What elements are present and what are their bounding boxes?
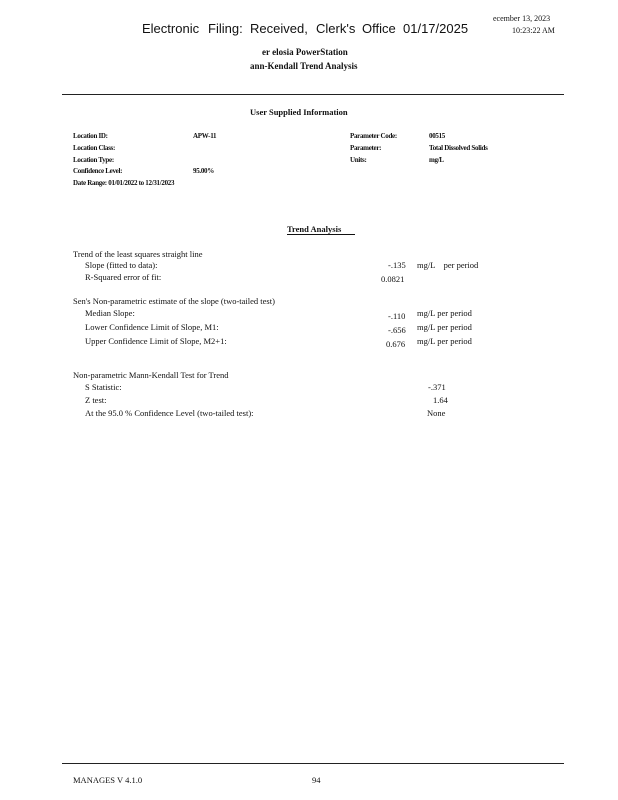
stamp-word: Office: [362, 21, 396, 36]
stamp-word: Clerk's: [316, 21, 356, 36]
stat-label: Z test:: [85, 395, 107, 405]
stat-unit: mg/L per period: [417, 308, 472, 318]
stat-label: Upper Confidence Limit of Slope, M2+1:: [85, 336, 227, 346]
subsection-title: Sen's Non-parametric estimate of the slo…: [73, 296, 275, 306]
report-date: ecember 13, 2023: [493, 14, 551, 23]
section-heading: Trend Analysis: [287, 224, 356, 235]
stat-unit: mg/L per period: [417, 336, 472, 346]
report-title: er elosia PowerStation: [262, 47, 348, 57]
stat-unit: mg/L per period: [417, 322, 472, 332]
page-number: 94: [312, 775, 321, 785]
date-range: Date Range: 01/01/2022 to 12/31/2023: [73, 179, 175, 187]
section-heading: User Supplied Information: [250, 107, 348, 117]
footer-version: MANAGES V 4.1.0: [73, 775, 143, 785]
stat-label: R-Squared error of fit:: [85, 272, 162, 282]
stat-unit: mg/L per period: [417, 260, 479, 270]
divider: [62, 94, 564, 95]
field-label: Location ID:: [73, 132, 108, 140]
stat-value: -.135: [388, 260, 406, 270]
subsection-title: Non-parametric Mann-Kendall Test for Tre…: [73, 370, 229, 380]
report-time: 10:23:22 AM: [512, 26, 555, 35]
field-label: Parameter:: [350, 144, 382, 152]
field-label: Parameter Code:: [350, 132, 397, 140]
field-label: Confidence Level:: [73, 167, 123, 175]
stat-value: 0.676: [386, 339, 406, 349]
field-label: Units:: [350, 156, 367, 164]
stat-value: -.656: [388, 325, 406, 335]
stat-value: 0.0821: [381, 274, 405, 284]
stat-label: Slope (fitted to data):: [85, 260, 158, 270]
stat-value: 1.64: [433, 395, 448, 405]
stat-value: -.110: [388, 311, 406, 321]
stat-label: At the 95.0 % Confidence Level (two-tail…: [85, 408, 254, 418]
report-subtitle: ann-Kendall Trend Analysis: [250, 61, 358, 71]
stamp-word: Received,: [250, 21, 308, 36]
stat-value: None: [427, 408, 446, 418]
divider: [62, 763, 564, 764]
stamp-word: Electronic: [142, 21, 200, 36]
field-value: 95.00%: [193, 167, 214, 175]
stamp-word: Filing:: [208, 21, 243, 36]
field-value: 00515: [429, 132, 446, 140]
stat-label: Median Slope:: [85, 308, 135, 318]
field-label: Location Class:: [73, 144, 115, 152]
subsection-title: Trend of the least squares straight line: [73, 249, 203, 259]
field-value: mg/L: [429, 156, 444, 164]
stamp-date: 01/17/2025: [403, 21, 469, 36]
field-label: Location Type:: [73, 156, 114, 164]
field-value: Total Dissolved Solids: [429, 144, 488, 152]
field-value: APW-11: [193, 132, 217, 140]
stat-label: S Statistic:: [85, 382, 122, 392]
stat-label: Lower Confidence Limit of Slope, M1:: [85, 322, 219, 332]
stat-value: -.371: [428, 382, 446, 392]
